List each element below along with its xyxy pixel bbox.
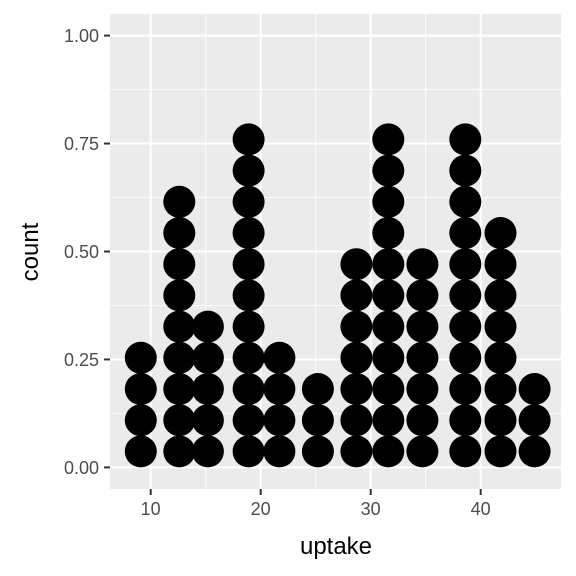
data-dot	[163, 404, 196, 437]
x-tick-label: 10	[141, 499, 161, 519]
data-dot	[301, 404, 334, 437]
data-dot	[232, 279, 265, 312]
x-tick-label: 30	[361, 499, 381, 519]
data-dot	[191, 341, 224, 374]
data-dot	[340, 341, 373, 374]
data-dot	[301, 435, 334, 468]
data-dot	[406, 310, 439, 343]
data-dot	[340, 310, 373, 343]
major-gridlines	[110, 14, 561, 489]
y-axis: 0.00 0.25 0.50 0.75 1.00	[64, 26, 110, 478]
data-dot	[263, 435, 296, 468]
data-dot	[372, 404, 405, 437]
data-dot	[484, 248, 517, 281]
data-dot	[263, 341, 296, 374]
data-dot	[406, 404, 439, 437]
x-axis: 10 20 30 40	[141, 489, 491, 519]
x-tick-label: 20	[251, 499, 271, 519]
data-dot	[232, 217, 265, 249]
data-dot	[484, 373, 517, 405]
y-axis-title: count	[17, 222, 44, 281]
data-dot	[232, 404, 265, 437]
data-dot	[484, 217, 517, 249]
data-dot	[484, 341, 517, 374]
data-dot	[340, 248, 373, 281]
data-dot	[163, 248, 196, 281]
data-dot	[449, 123, 482, 156]
data-dot	[340, 435, 373, 468]
data-dot	[406, 248, 439, 281]
data-dot	[449, 435, 482, 468]
data-dot	[163, 217, 196, 249]
data-dot	[518, 435, 551, 468]
data-dot	[372, 310, 405, 343]
data-dot	[484, 310, 517, 343]
data-dot	[406, 373, 439, 405]
data-dot	[518, 404, 551, 437]
data-dot	[406, 435, 439, 468]
data-dot	[263, 404, 296, 437]
data-dot	[163, 279, 196, 312]
data-dot	[449, 185, 482, 218]
data-dot	[449, 154, 482, 187]
y-tick-label: 0.75	[64, 134, 99, 154]
data-dot	[232, 185, 265, 218]
data-dot	[372, 341, 405, 374]
data-dot	[163, 341, 196, 374]
data-dot	[484, 404, 517, 437]
data-dot	[449, 310, 482, 343]
data-dot	[124, 435, 157, 468]
data-dot	[372, 154, 405, 187]
data-dot	[301, 373, 334, 405]
data-dot	[340, 404, 373, 437]
x-axis-title: uptake	[300, 533, 372, 560]
data-dot	[372, 373, 405, 405]
data-dot	[263, 373, 296, 405]
data-dot	[484, 435, 517, 468]
data-dot	[372, 185, 405, 218]
data-dot	[124, 404, 157, 437]
data-dot	[191, 373, 224, 405]
data-dot	[340, 279, 373, 312]
data-dot	[372, 217, 405, 249]
data-dot	[163, 310, 196, 343]
data-dot	[163, 185, 196, 218]
data-dot	[232, 248, 265, 281]
y-tick-label: 1.00	[64, 26, 99, 46]
data-dot	[232, 310, 265, 343]
data-dot	[484, 279, 517, 312]
y-tick-label: 0.00	[64, 458, 99, 478]
data-dot	[406, 341, 439, 374]
data-dot	[191, 435, 224, 468]
data-dot	[232, 123, 265, 156]
data-dot	[124, 373, 157, 405]
data-dot	[372, 435, 405, 468]
data-dot	[449, 404, 482, 437]
data-dot	[191, 404, 224, 437]
data-dot	[518, 373, 551, 405]
data-dot	[372, 123, 405, 156]
data-dot	[449, 248, 482, 281]
data-dot	[449, 341, 482, 374]
data-dot	[232, 435, 265, 468]
data-dot	[449, 279, 482, 312]
data-dot	[449, 217, 482, 249]
data-dot	[340, 373, 373, 405]
dot-series	[124, 123, 551, 468]
data-dot	[124, 341, 157, 374]
x-tick-label: 40	[471, 499, 491, 519]
data-dot	[191, 310, 224, 343]
data-dot	[449, 373, 482, 405]
data-dot	[406, 279, 439, 312]
data-dot	[232, 154, 265, 187]
y-tick-label: 0.25	[64, 350, 99, 370]
data-dot	[163, 373, 196, 405]
data-dot	[372, 248, 405, 281]
y-tick-label: 0.50	[64, 242, 99, 262]
data-dot	[163, 435, 196, 468]
data-dot	[372, 279, 405, 312]
data-dot	[232, 341, 265, 374]
data-dot	[232, 373, 265, 405]
